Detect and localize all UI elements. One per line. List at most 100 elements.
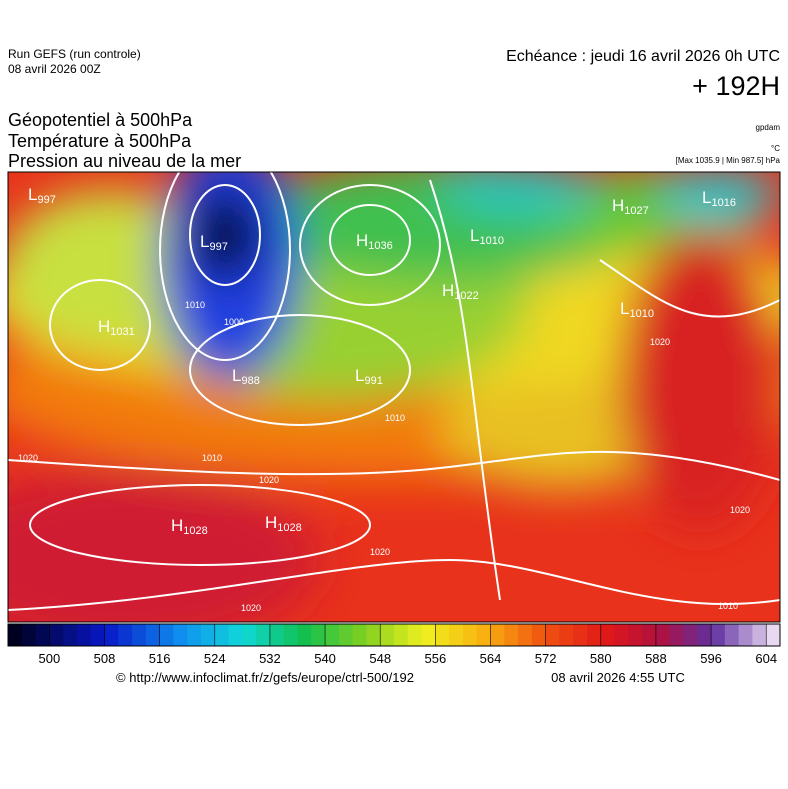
unit: [Max 1035.9 | Min 987.5] hPa xyxy=(676,156,781,165)
colorbar-swatch xyxy=(173,624,188,646)
colorbar-swatch xyxy=(697,624,712,646)
colorbar-swatch xyxy=(669,624,684,646)
pressure-center: H1031 xyxy=(98,317,135,338)
isobar-label: 1020 xyxy=(370,547,390,557)
center-symbol: H xyxy=(265,513,277,532)
colorbar-tick-label: 540 xyxy=(314,651,336,666)
colorbar-tick-label: 604 xyxy=(755,651,777,666)
center-symbol: L xyxy=(355,366,364,385)
colorbar-swatch xyxy=(394,624,409,646)
colorbar-swatch xyxy=(600,624,616,646)
center-value: 1031 xyxy=(110,326,134,338)
colorbar-swatch xyxy=(145,624,161,646)
field-name: Géopotentiel à 500hPa xyxy=(8,110,193,130)
generated-time: 08 avril 2026 4:55 UTC xyxy=(551,670,685,685)
colorbar-swatch xyxy=(421,624,436,646)
unit: gpdam xyxy=(756,123,781,132)
colorbar-swatch xyxy=(614,624,629,646)
colorbar-tick-label: 524 xyxy=(204,651,226,666)
isobar-label: 1020 xyxy=(730,505,750,515)
map-frame xyxy=(7,171,781,623)
colorbar-tick-label: 556 xyxy=(425,651,447,666)
colorbar-swatch xyxy=(49,624,64,646)
center-value: 1028 xyxy=(183,525,207,537)
center-symbol: L xyxy=(200,232,209,251)
isobar-label: 1020 xyxy=(18,453,38,463)
center-value: 1016 xyxy=(711,197,735,209)
pressure-center: H1022 xyxy=(442,281,479,302)
colorbar-tick-label: 572 xyxy=(535,651,557,666)
colorbar-swatch xyxy=(711,624,726,646)
colorbar-tick-label: 516 xyxy=(149,651,171,666)
center-value: 991 xyxy=(364,375,382,387)
center-symbol: H xyxy=(442,281,454,300)
center-value: 1036 xyxy=(368,240,392,252)
colorbar-tick-label: 500 xyxy=(39,651,61,666)
colorbar-swatch xyxy=(476,624,491,646)
colorbar-swatch xyxy=(8,624,23,646)
center-symbol: L xyxy=(702,188,711,207)
center-value: 1028 xyxy=(277,522,301,534)
colorbar-swatch xyxy=(338,624,354,646)
colorbar-swatch xyxy=(242,624,257,646)
colorbar-swatch xyxy=(104,624,119,646)
colorbar-swatch xyxy=(504,624,519,646)
colorbar-swatch xyxy=(752,624,767,646)
colorbar-tick-label: 588 xyxy=(645,651,667,666)
isobar-label: 1010 xyxy=(202,453,222,463)
pressure-center: L1016 xyxy=(702,188,736,209)
colorbar-swatch xyxy=(283,624,298,646)
center-symbol: L xyxy=(470,226,479,245)
colorbar-tick-label: 564 xyxy=(480,651,502,666)
colorbar-swatch xyxy=(724,624,740,646)
colorbar-swatch xyxy=(531,624,547,646)
pressure-center: H1027 xyxy=(612,196,649,217)
center-symbol: H xyxy=(171,516,183,535)
center-value: 1010 xyxy=(479,235,503,247)
colorbar-swatch xyxy=(352,624,367,646)
colorbar-swatch xyxy=(655,624,671,646)
colorbar-swatch xyxy=(642,624,657,646)
pressure-center: L1010 xyxy=(470,226,504,247)
colorbar-tick-label: 508 xyxy=(94,651,116,666)
field-name: Température à 500hPa xyxy=(8,131,192,151)
center-value: 988 xyxy=(241,375,259,387)
colorbar-swatch xyxy=(214,624,230,646)
run-date: 08 avril 2026 00Z xyxy=(8,62,101,76)
colorbar-swatch xyxy=(380,624,395,646)
colorbar-swatch xyxy=(490,624,505,646)
pressure-center: L997 xyxy=(200,232,228,253)
isobar-label: 1020 xyxy=(241,603,261,613)
colorbar-tick-label: 580 xyxy=(590,651,612,666)
center-value: 1010 xyxy=(629,308,653,320)
colorbar-swatch xyxy=(63,624,78,646)
colorbar-swatch xyxy=(76,624,92,646)
colorbar-tick-label: 532 xyxy=(259,651,281,666)
center-symbol: L xyxy=(232,366,241,385)
isobar-label: 1010 xyxy=(385,413,405,423)
colorbar-frame xyxy=(7,623,781,647)
model: Run GEFS (run controle) xyxy=(8,47,141,61)
colorbar-swatch xyxy=(256,624,271,646)
valid-time: Echéance : jeudi 16 avril 2026 0h UTC xyxy=(506,48,780,65)
center-symbol: H xyxy=(356,231,368,250)
lead-time: + 192H xyxy=(692,71,780,101)
colorbar-swatch xyxy=(132,624,147,646)
center-value: 997 xyxy=(209,241,227,253)
pressure-center: L1010 xyxy=(620,299,654,320)
isobar-label: 1010 xyxy=(185,300,205,310)
colorbar-swatch xyxy=(628,624,643,646)
isobar-label: 1020 xyxy=(650,337,670,347)
isobar-label: 1020 xyxy=(259,475,279,485)
pressure-center: L991 xyxy=(355,366,383,387)
source: © http://www.infoclimat.fr/z/gefs/europe… xyxy=(116,670,414,685)
colorbar-tick-label: 596 xyxy=(700,651,722,666)
colorbar-swatch xyxy=(311,624,326,646)
colorbar-tick-label: 548 xyxy=(369,651,391,666)
pressure-center: H1028 xyxy=(171,516,208,537)
colorbar-swatch xyxy=(435,624,450,646)
colorbar-swatch xyxy=(683,624,698,646)
field-name: Pression au niveau de la mer xyxy=(8,151,241,171)
colorbar-swatch xyxy=(559,624,574,646)
